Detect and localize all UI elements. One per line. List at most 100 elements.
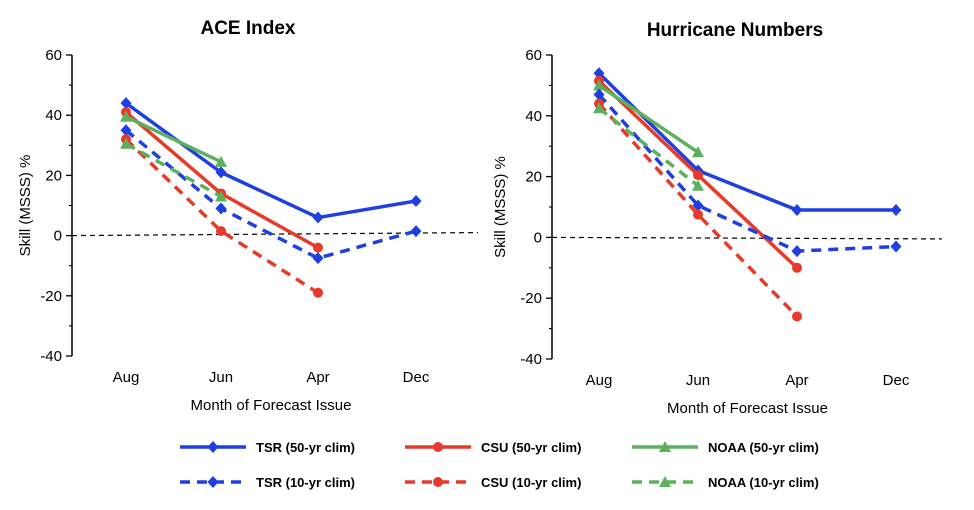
data-point-apr (313, 242, 323, 253)
data-point-aug (593, 102, 605, 114)
data-point-jun (215, 166, 227, 179)
legend-item-csu-10-yr-clim: CSU (10-yr clim) (405, 475, 581, 490)
data-point-aug (593, 79, 605, 91)
y-tick-label: 40 (525, 108, 542, 125)
series-csu-50-yr-clim (594, 75, 802, 273)
y-axis-label: Skill (MSSS) % (492, 156, 509, 258)
data-point-apr (312, 252, 324, 265)
zero-reference-line (551, 236, 943, 240)
legend-item-noaa-50-yr-clim: NOAA (50-yr clim) (632, 440, 819, 455)
data-point-dec (410, 194, 422, 207)
chart-title: ACE Index (200, 18, 295, 39)
data-point-jun (692, 179, 704, 191)
data-point-aug (593, 88, 605, 101)
legend-marker (659, 441, 671, 452)
series-line (125, 142, 222, 199)
legend-item-tsr-50-yr-clim: TSR (50-yr clim) (180, 440, 355, 455)
legend-label: CSU (10-yr clim) (481, 475, 581, 490)
legend-marker (207, 476, 219, 488)
data-point-jun (216, 226, 226, 237)
x-axis-label: Month of Forecast Issue (667, 400, 828, 417)
y-tick-label: 60 (45, 47, 62, 64)
data-point-jun (693, 209, 703, 220)
x-axis-label: Month of Forecast Issue (191, 397, 352, 414)
data-point-jun (692, 146, 704, 158)
data-point-aug (593, 67, 605, 80)
y-tick-label: 60 (525, 47, 542, 64)
data-point-apr (312, 211, 324, 224)
legend-marker (433, 477, 443, 487)
y-tick-label: -20 (520, 290, 542, 307)
y-tick-label: -40 (520, 351, 542, 368)
data-point-dec (890, 240, 902, 253)
series-tsr-50-yr-clim (120, 97, 422, 224)
data-point-jun (215, 155, 227, 167)
y-tick-label: 0 (534, 229, 542, 246)
data-point-dec (410, 225, 422, 238)
series-line (597, 93, 897, 253)
data-point-aug (120, 97, 132, 110)
data-point-apr (791, 204, 803, 217)
zero-reference-line (71, 231, 479, 237)
data-point-apr (792, 262, 802, 273)
data-point-apr (791, 245, 803, 258)
y-tick-label: 20 (45, 167, 62, 184)
x-tick-label-aug: Aug (113, 369, 140, 386)
series-line (597, 71, 896, 212)
series-line (597, 102, 799, 318)
data-point-jun (215, 202, 227, 215)
y-tick-label: 0 (54, 228, 62, 245)
x-tick-label-aug: Aug (586, 372, 613, 389)
y-tick-label: 20 (525, 169, 542, 186)
legend-item-tsr-10-yr-clim: TSR (10-yr clim) (180, 475, 355, 490)
x-tick-label-dec: Dec (403, 369, 430, 386)
data-point-aug (120, 124, 132, 137)
chart-panel-2: Hurricane Numbers 60 40 20 0 -20 -40 Skill (MSS… (492, 20, 943, 417)
series-line (124, 138, 319, 295)
series-csu-10-yr-clim (594, 98, 802, 322)
series-noaa-50-yr-clim (120, 110, 227, 167)
data-point-jun (693, 170, 703, 181)
legend-item-noaa-10-yr-clim: NOAA (10-yr clim) (632, 475, 819, 490)
series-tsr-10-yr-clim (120, 124, 422, 265)
y-axis-label: Skill (MSSS) % (17, 155, 34, 257)
data-point-jun (215, 190, 227, 202)
x-tick-label-dec: Dec (883, 372, 910, 389)
data-point-apr (313, 287, 323, 298)
legend-marker (659, 476, 671, 487)
legend-item-csu-50-yr-clim: CSU (50-yr clim) (405, 440, 581, 455)
series-line (597, 106, 700, 188)
x-tick-label-jun: Jun (209, 369, 233, 386)
data-point-aug (120, 137, 132, 149)
chart-panel-1: ACE Index 60 40 20 0 -20 -40 Skill (MSSS) % Aug J… (17, 18, 479, 414)
chart-panels: ACE Index 60 40 20 0 -20 -40 Skill (MSSS) % Aug J… (17, 18, 943, 417)
series-line (124, 101, 417, 220)
legend-label: TSR (10-yr clim) (256, 475, 355, 490)
series-line (125, 115, 222, 164)
y-tick-label: -20 (40, 288, 62, 305)
legend-label: NOAA (50-yr clim) (708, 440, 819, 455)
data-point-apr (792, 311, 802, 322)
data-point-dec (890, 204, 902, 217)
x-tick-label-jun: Jun (686, 372, 710, 389)
series-noaa-50-yr-clim (593, 79, 704, 158)
legend: TSR (50-yr clim) CSU (50-yr clim) NOAA (50… (180, 440, 819, 490)
y-tick-label: 40 (45, 107, 62, 124)
series-tsr-10-yr-clim (593, 88, 902, 258)
x-tick-label-apr: Apr (306, 369, 329, 386)
y-tick-label: -40 (40, 348, 62, 365)
series-noaa-10-yr-clim (120, 137, 227, 202)
chart-title: Hurricane Numbers (647, 20, 823, 41)
series-noaa-10-yr-clim (593, 102, 704, 191)
x-tick-label-apr: Apr (785, 372, 808, 389)
legend-label: CSU (50-yr clim) (481, 440, 581, 455)
legend-label: TSR (50-yr clim) (256, 440, 355, 455)
data-point-jun (692, 199, 704, 212)
series-line (598, 83, 699, 154)
data-point-aug (120, 110, 132, 122)
legend-marker (207, 441, 219, 453)
legend-marker (433, 442, 443, 452)
series-line (124, 128, 417, 260)
legend-label: NOAA (10-yr clim) (708, 475, 819, 490)
